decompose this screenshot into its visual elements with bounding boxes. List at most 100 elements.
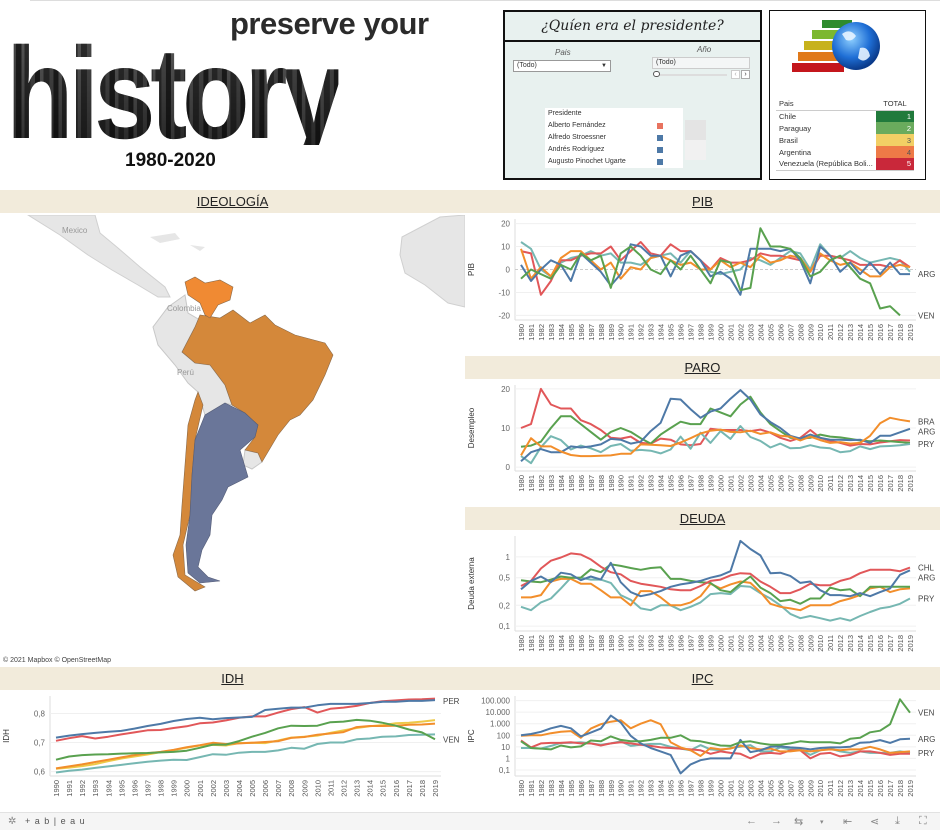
series-line[interactable] [55, 722, 436, 770]
x-tick-label: 2000 [716, 635, 725, 652]
y-tick-label: 1 [506, 754, 511, 763]
x-tick-label: 1991 [627, 324, 636, 341]
series-line[interactable] [520, 539, 911, 598]
x-tick-label: 2012 [836, 635, 845, 652]
x-tick-label: 1992 [637, 475, 646, 492]
table-row[interactable]: Venezuela (República Boli... 5 [776, 158, 914, 170]
x-tick-label: 1984 [557, 780, 566, 797]
x-tick-label: 1988 [597, 780, 606, 797]
logo-years: 1980-2020 [125, 150, 216, 171]
x-tick-label: 1993 [647, 635, 656, 652]
series-line[interactable] [520, 714, 911, 775]
legend-item[interactable]: Alberto Fernández [545, 120, 683, 132]
reset-icon[interactable]: ⇤ [843, 816, 853, 828]
legend-item[interactable]: Alfredo Stroessner [545, 132, 683, 144]
x-tick-label: 2016 [876, 635, 885, 652]
map-attribution[interactable]: © 2021 Mapbox © OpenStreetMap [3, 657, 111, 664]
download-icon[interactable]: ⤓ [895, 815, 900, 827]
anio-input[interactable]: (Todo) [652, 57, 750, 69]
series-line[interactable] [520, 698, 911, 751]
x-tick-label: 2003 [746, 780, 755, 797]
x-tick-label: 2009 [806, 475, 815, 492]
series-line[interactable] [55, 699, 436, 739]
idh-chart[interactable]: 0,6 0,7 0,8 IDH 1990 1991 1992 1993 1994 1995 1996… [0, 690, 465, 812]
series-line[interactable] [520, 389, 911, 462]
y-axis-label: Deuda externa [467, 557, 476, 610]
series-line[interactable] [520, 416, 911, 458]
x-tick-label: 2012 [836, 475, 845, 492]
x-tick-label: 1982 [537, 324, 546, 341]
series-line[interactable] [520, 227, 901, 317]
map-canvas[interactable]: Mexico Colombia Perú [0, 215, 465, 665]
total-cell: 5 [876, 158, 914, 170]
x-tick-label: 2002 [736, 635, 745, 652]
x-tick-label: 2008 [796, 475, 805, 492]
x-tick-label: 2012 [836, 780, 845, 797]
series-line[interactable] [55, 719, 436, 770]
x-tick-label: 2008 [796, 635, 805, 652]
ipc-title: IPC [691, 671, 714, 686]
series-line[interactable] [520, 563, 910, 605]
series-line[interactable] [55, 718, 436, 761]
legend-item[interactable]: Augusto Pinochet Ugarte [545, 156, 683, 168]
map-central-america [27, 215, 171, 298]
series-line[interactable] [55, 697, 436, 742]
x-tick-label: 1987 [587, 475, 596, 492]
x-tick-label: 2015 [379, 780, 388, 797]
anio-prev-button[interactable]: ‹ [731, 70, 740, 79]
anio-slider-track[interactable] [655, 74, 727, 76]
y-tick-label: 0,1 [499, 766, 511, 775]
total-cell: 2 [876, 122, 914, 134]
y-tick-label: 10 [501, 243, 510, 252]
x-tick-label: 2007 [786, 780, 795, 797]
pais-dropdown[interactable]: (Todo) ▼ [513, 60, 611, 72]
x-tick-label: 1998 [697, 475, 706, 492]
series-line[interactable] [520, 552, 911, 595]
series-end-label: VEN [918, 311, 935, 320]
x-tick-label: 1995 [117, 780, 126, 797]
legend-scrollbar[interactable] [685, 120, 706, 140]
legend-swatch [657, 147, 663, 153]
x-tick-label: 2006 [261, 780, 270, 797]
anio-next-button[interactable]: › [741, 70, 750, 79]
table-row[interactable]: Argentina 4 [776, 146, 914, 158]
table-row[interactable]: Chile 1 [776, 110, 914, 122]
chevron-down-icon[interactable]: ▾ [820, 819, 824, 826]
globe-ranking-icon [792, 20, 880, 72]
table-row[interactable]: Paraguay 2 [776, 122, 914, 134]
series-line[interactable] [520, 719, 911, 757]
map-country-argentina[interactable] [185, 402, 259, 584]
series-line[interactable] [520, 576, 911, 622]
tableau-brand[interactable]: + a b | e a u [25, 816, 86, 826]
fullscreen-icon[interactable]: ⛶ [919, 815, 927, 827]
x-tick-label: 2000 [716, 780, 725, 797]
series-end-label: VEN [918, 709, 935, 718]
ideology-map[interactable]: Mexico Colombia Perú © 2021 Mapbox © Ope… [0, 215, 465, 665]
legend-swatch [657, 123, 663, 129]
country-cell: Venezuela (República Boli... [779, 159, 873, 169]
revert-icon[interactable]: ⇆ [794, 816, 804, 828]
anio-slider-handle[interactable] [653, 71, 660, 77]
undo-icon[interactable]: ← [746, 815, 757, 827]
x-tick-label: 2005 [766, 475, 775, 492]
legend-scrollbar-track[interactable] [685, 140, 706, 160]
pais-dropdown-value: (Todo) [517, 62, 537, 69]
share-icon[interactable]: ⋖ [870, 816, 880, 828]
legend-item[interactable]: Andrés Rodríguez [545, 144, 683, 156]
x-tick-label: 2000 [716, 324, 725, 341]
redo-icon[interactable]: → [771, 815, 782, 827]
map-country-venezuela[interactable] [184, 276, 234, 319]
series-line[interactable] [55, 733, 436, 774]
x-tick-label: 2002 [209, 780, 218, 797]
x-tick-label: 1985 [567, 780, 576, 797]
president-legend: Presidente Alberto Fernández Alfredo Str… [545, 108, 683, 168]
tableau-toolbar: ✲ + a b | e a u ← → ⇆ ▾ ⇤ ⋖ ⤓ ⛶ [0, 812, 940, 830]
legend-item-label: Andrés Rodríguez [548, 146, 605, 153]
map-africa [399, 215, 465, 308]
table-row[interactable]: Brasil 3 [776, 134, 914, 146]
map-country-brazil[interactable] [181, 309, 334, 463]
